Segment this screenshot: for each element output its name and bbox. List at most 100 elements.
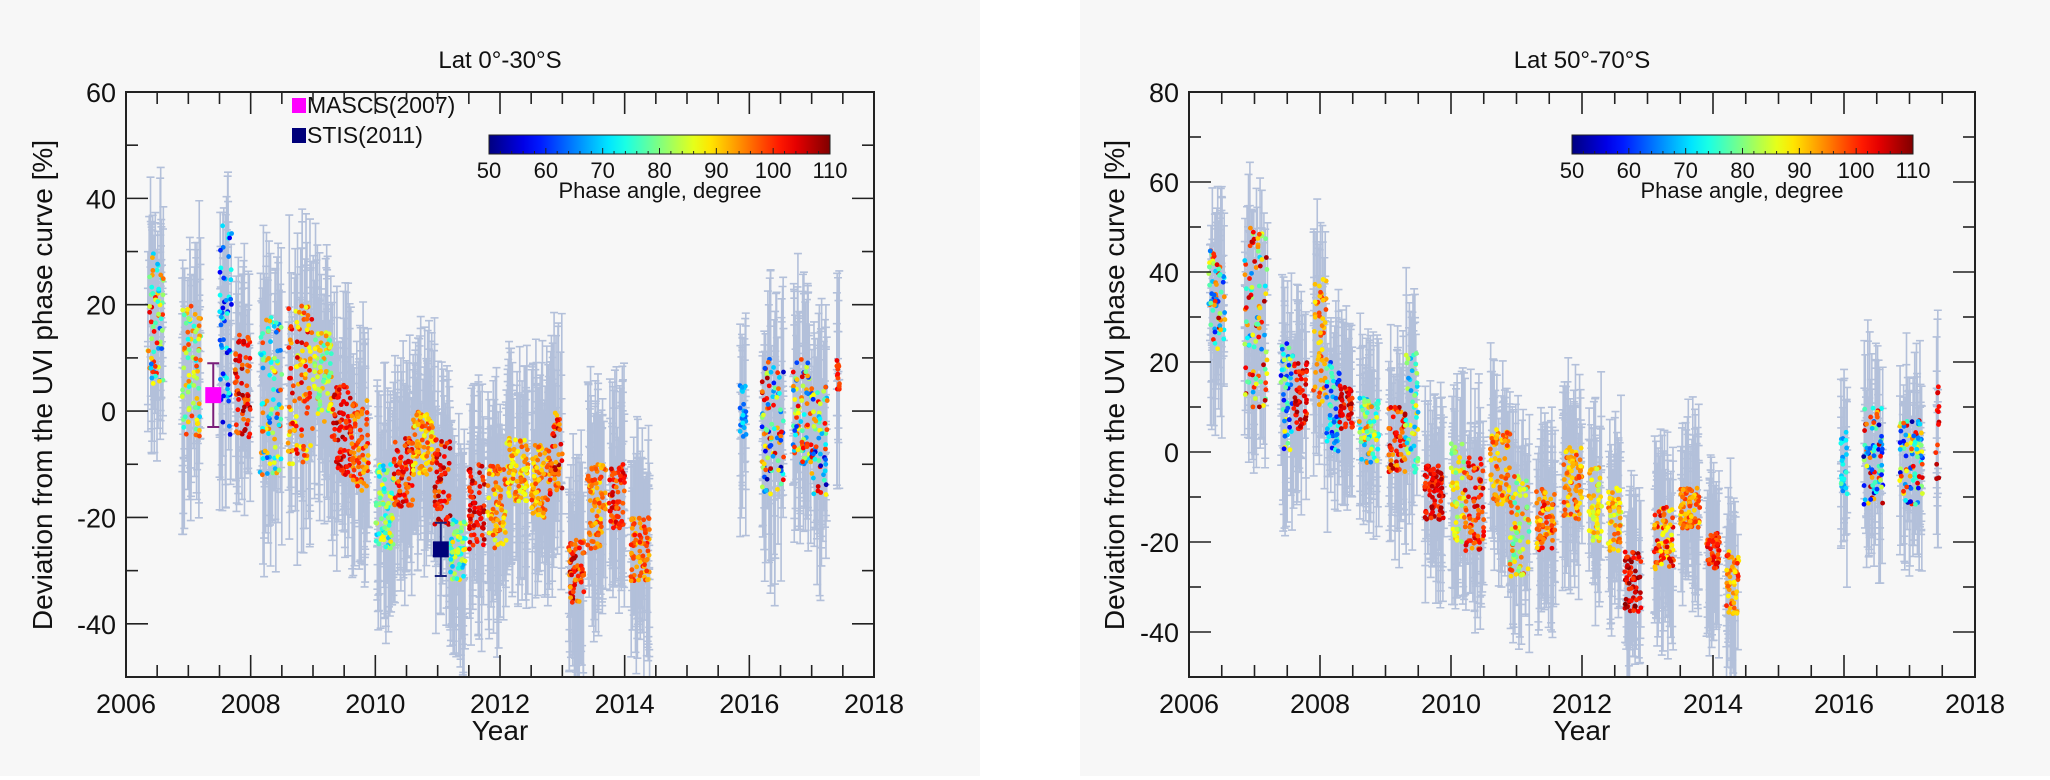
data-point	[809, 386, 815, 392]
error-bar	[1903, 394, 1912, 531]
data-point	[419, 454, 425, 459]
error-bar	[1915, 434, 1924, 513]
error-bar	[224, 367, 233, 451]
error-bar	[637, 456, 646, 609]
error-bar	[330, 291, 339, 493]
data-point	[429, 446, 435, 452]
data-point	[153, 320, 158, 326]
data-point	[399, 464, 405, 470]
data-point	[285, 448, 291, 454]
data-point	[481, 537, 487, 542]
error-bar	[486, 436, 495, 530]
error-bar	[1257, 189, 1266, 362]
data-point	[218, 322, 224, 328]
data-point	[600, 463, 606, 468]
data-point	[1210, 337, 1216, 342]
data-point	[551, 424, 557, 430]
data-point	[770, 394, 776, 400]
data-point	[1319, 357, 1325, 363]
error-bar	[574, 454, 583, 635]
data-point	[1215, 346, 1221, 352]
data-point	[1279, 367, 1285, 373]
error-bar	[632, 452, 641, 675]
data-point	[572, 542, 578, 547]
data-point	[313, 337, 318, 343]
data-point	[293, 414, 299, 419]
error-bar	[1502, 387, 1511, 558]
data-point	[224, 311, 230, 316]
data-point	[1362, 399, 1367, 405]
data-point	[403, 466, 409, 472]
data-point	[1343, 422, 1348, 427]
error-bar	[222, 195, 231, 373]
data-point	[426, 426, 432, 431]
data-point	[768, 491, 773, 497]
data-point	[150, 369, 156, 375]
data-point	[511, 467, 517, 473]
data-point	[596, 508, 602, 514]
data-point	[235, 430, 241, 436]
data-point	[218, 247, 223, 253]
data-point	[410, 463, 416, 468]
error-bar	[300, 269, 309, 387]
data-point	[319, 407, 325, 413]
data-point	[592, 499, 598, 505]
data-point	[1246, 295, 1252, 300]
data-point	[740, 420, 746, 426]
data-point	[1324, 426, 1330, 432]
data-point	[1341, 405, 1347, 411]
error-bar	[497, 424, 506, 537]
data-point	[598, 516, 604, 522]
data-point	[765, 359, 771, 365]
data-point	[631, 555, 636, 561]
data-point	[598, 524, 604, 530]
data-point	[1257, 305, 1263, 311]
data-point	[236, 391, 242, 397]
data-point	[191, 323, 197, 329]
data-point	[197, 414, 203, 420]
data-point	[1264, 357, 1270, 363]
data-point	[593, 520, 598, 526]
data-point	[196, 348, 202, 353]
data-point	[791, 383, 796, 389]
error-bar	[1259, 241, 1268, 335]
data-point	[808, 459, 814, 465]
data-point	[478, 516, 484, 522]
data-point	[147, 274, 153, 280]
data-point	[260, 400, 266, 406]
data-point	[448, 545, 453, 551]
data-point	[462, 546, 468, 552]
data-point	[310, 377, 316, 383]
data-point	[217, 269, 223, 275]
error-bar	[1334, 310, 1343, 442]
data-point	[823, 492, 829, 497]
data-point	[424, 453, 430, 459]
data-point	[185, 329, 191, 335]
data-point	[338, 410, 344, 416]
data-point	[304, 341, 309, 347]
data-point	[317, 402, 323, 408]
data-point	[148, 361, 154, 367]
data-point	[808, 442, 814, 448]
error-bar	[447, 442, 456, 625]
data-point	[508, 464, 514, 470]
data-point	[776, 375, 782, 380]
data-point	[223, 297, 229, 303]
data-point	[608, 466, 614, 472]
error-bar	[431, 430, 440, 568]
data-point	[535, 495, 541, 501]
data-point	[770, 453, 776, 459]
data-point	[1331, 419, 1337, 425]
data-point	[373, 502, 379, 508]
data-point	[1364, 429, 1370, 435]
data-point	[799, 374, 805, 380]
data-point	[811, 409, 816, 415]
data-point	[336, 427, 342, 433]
data-point	[628, 542, 634, 548]
error-bar	[1589, 427, 1598, 539]
data-point	[332, 437, 338, 443]
data-point	[290, 448, 295, 453]
error-bar	[1546, 445, 1555, 631]
data-point	[179, 394, 185, 400]
data-point	[534, 468, 540, 474]
